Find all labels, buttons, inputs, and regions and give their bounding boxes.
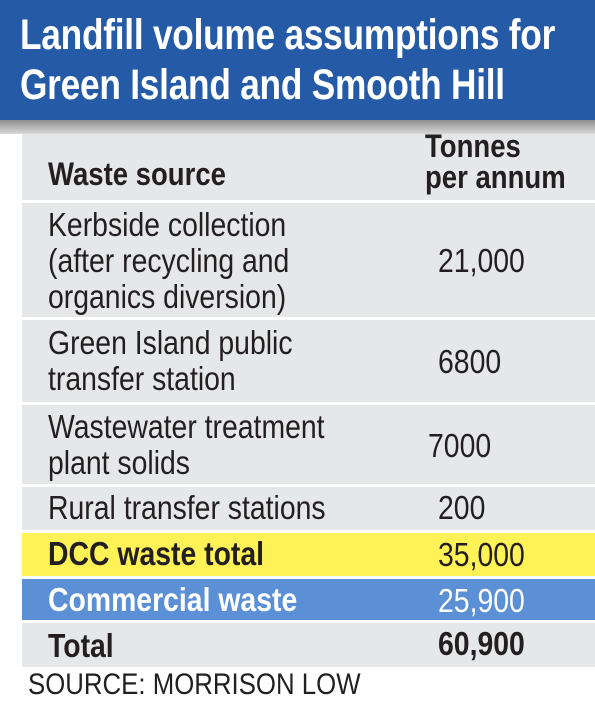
row-label: DCC waste total: [48, 535, 265, 572]
row-label: Kerbside collection: [48, 206, 287, 243]
separator: [22, 484, 595, 487]
header-waste-source: Waste source: [48, 156, 226, 192]
row-label: Commercial waste: [48, 581, 298, 618]
row-label: plant solids: [48, 444, 190, 481]
row-value: 200: [438, 489, 486, 526]
row-value: 35,000: [438, 536, 525, 573]
header-tonnes-line-2: per annum: [425, 159, 566, 195]
title-shadow: [0, 120, 595, 134]
row-label: Rural transfer stations: [48, 489, 326, 526]
title-bar: Landfill volume assumptions for Green Is…: [0, 0, 595, 120]
table-row-commercial: Commercial waste 25,900: [22, 579, 595, 620]
table-row-kerbside: Kerbside collection (after recycling and…: [22, 203, 595, 317]
row-value: 25,900: [438, 582, 525, 619]
separator: [22, 317, 595, 320]
title-line-1: Landfill volume assumptions for: [20, 11, 556, 59]
row-value: 60,900: [438, 625, 525, 662]
row-label: (after recycling and: [48, 242, 290, 279]
separator: [22, 200, 595, 203]
row-value: 6800: [438, 343, 502, 380]
separator: [22, 576, 595, 579]
separator: [22, 402, 595, 405]
row-value: 21,000: [438, 242, 525, 279]
separator: [22, 530, 595, 533]
row-label: transfer station: [48, 360, 236, 397]
title-line-2: Green Island and Smooth Hill: [20, 61, 505, 109]
separator: [22, 620, 595, 623]
row-label: organics diversion): [48, 278, 287, 315]
table-row-rural: Rural transfer stations 200: [22, 487, 595, 530]
table-row-total: Total 60,900: [22, 623, 595, 667]
header-tonnes-line-1: Tonnes: [425, 128, 521, 164]
table-header-row: Waste source Tonnes per annum: [22, 130, 595, 200]
row-label: Total: [48, 627, 114, 664]
row-value: 7000: [428, 427, 492, 464]
table-row-wastewater: Wastewater treatment plant solids 7000: [22, 405, 595, 484]
row-label: Green Island public: [48, 324, 293, 361]
table-row-green-island: Green Island public transfer station 680…: [22, 320, 595, 402]
source-credit: SOURCE: MORRISON LOW: [28, 668, 361, 701]
table-row-dcc-total: DCC waste total 35,000: [22, 533, 595, 576]
row-label: Wastewater treatment: [48, 408, 325, 445]
